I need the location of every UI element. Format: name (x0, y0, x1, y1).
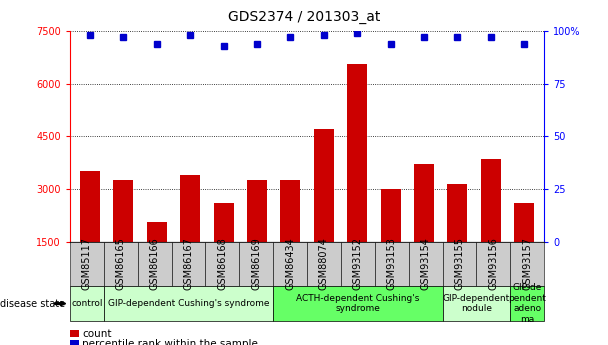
Text: GDS2374 / 201303_at: GDS2374 / 201303_at (228, 10, 380, 24)
Bar (147, 222, 167, 242)
Bar (381, 189, 401, 241)
Text: GSM86169: GSM86169 (251, 238, 261, 290)
Text: GSM86166: GSM86166 (150, 238, 160, 290)
Text: GSM86167: GSM86167 (184, 237, 193, 290)
Text: GSM88074: GSM88074 (319, 237, 329, 290)
Bar (180, 175, 200, 241)
Text: GSM93155: GSM93155 (454, 237, 465, 290)
Text: percentile rank within the sample: percentile rank within the sample (82, 339, 258, 345)
Bar (113, 180, 133, 241)
Bar (414, 164, 434, 242)
Bar (447, 184, 468, 242)
Text: GSM86165: GSM86165 (116, 237, 126, 290)
Text: GSM86434: GSM86434 (285, 238, 295, 290)
Bar (347, 65, 367, 241)
Bar (514, 203, 534, 241)
Bar (213, 203, 233, 241)
Text: GSM93154: GSM93154 (421, 237, 430, 290)
Text: GSM93153: GSM93153 (387, 237, 397, 290)
Text: GIP-de
pendent
adeno
ma: GIP-de pendent adeno ma (508, 284, 546, 324)
Text: ACTH-dependent Cushing's
syndrome: ACTH-dependent Cushing's syndrome (296, 294, 420, 313)
Text: count: count (82, 329, 112, 338)
Bar (314, 129, 334, 242)
Bar (247, 180, 267, 241)
Bar (280, 180, 300, 241)
Text: GSM93152: GSM93152 (353, 237, 363, 290)
Text: GIP-dependent
nodule: GIP-dependent nodule (443, 294, 510, 313)
Text: disease state: disease state (0, 299, 65, 308)
Text: GSM93156: GSM93156 (488, 237, 499, 290)
Text: GSM93157: GSM93157 (522, 237, 532, 290)
Text: GIP-dependent Cushing's syndrome: GIP-dependent Cushing's syndrome (108, 299, 269, 308)
Text: GSM86168: GSM86168 (217, 238, 227, 290)
Bar (481, 159, 501, 242)
Bar (80, 171, 100, 242)
Text: control: control (71, 299, 103, 308)
Text: GSM85117: GSM85117 (82, 237, 92, 290)
